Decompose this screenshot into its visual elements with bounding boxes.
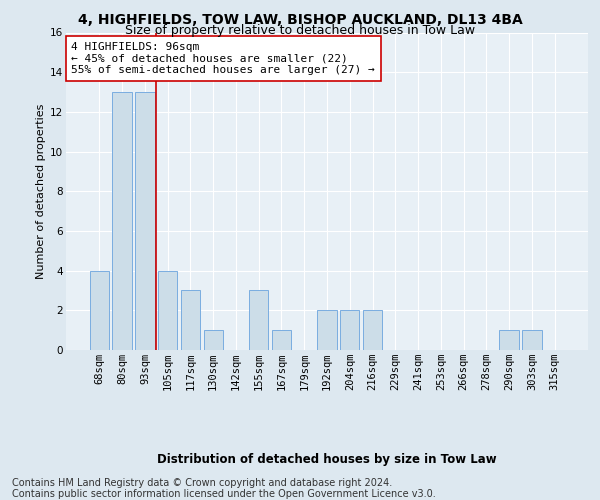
- X-axis label: Distribution of detached houses by size in Tow Law: Distribution of detached houses by size …: [157, 453, 497, 466]
- Text: 4 HIGHFIELDS: 96sqm
← 45% of detached houses are smaller (22)
55% of semi-detach: 4 HIGHFIELDS: 96sqm ← 45% of detached ho…: [71, 42, 375, 75]
- Text: Contains public sector information licensed under the Open Government Licence v3: Contains public sector information licen…: [12, 489, 436, 499]
- Bar: [363, 310, 382, 350]
- Text: Size of property relative to detached houses in Tow Law: Size of property relative to detached ho…: [125, 24, 475, 37]
- Bar: [158, 270, 178, 350]
- Bar: [499, 330, 519, 350]
- Text: 4, HIGHFIELDS, TOW LAW, BISHOP AUCKLAND, DL13 4BA: 4, HIGHFIELDS, TOW LAW, BISHOP AUCKLAND,…: [77, 12, 523, 26]
- Bar: [249, 290, 268, 350]
- Bar: [135, 92, 155, 350]
- Bar: [181, 290, 200, 350]
- Y-axis label: Number of detached properties: Number of detached properties: [36, 104, 46, 279]
- Text: Contains HM Land Registry data © Crown copyright and database right 2024.: Contains HM Land Registry data © Crown c…: [12, 478, 392, 488]
- Bar: [112, 92, 132, 350]
- Bar: [272, 330, 291, 350]
- Bar: [203, 330, 223, 350]
- Bar: [522, 330, 542, 350]
- Bar: [90, 270, 109, 350]
- Bar: [317, 310, 337, 350]
- Bar: [340, 310, 359, 350]
